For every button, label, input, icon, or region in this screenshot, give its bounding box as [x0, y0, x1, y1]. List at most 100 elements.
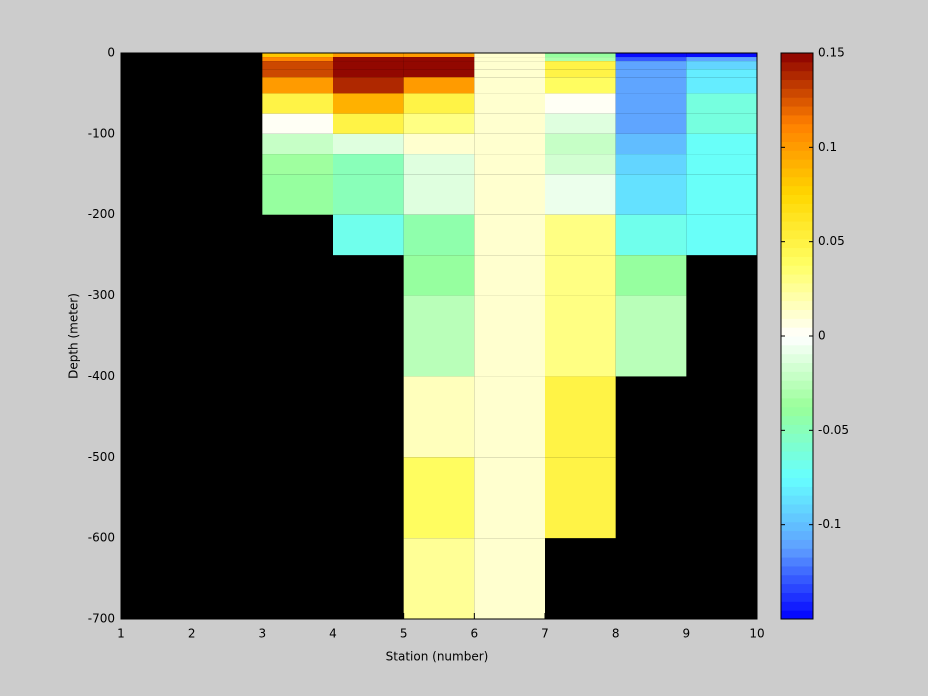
heatmap-cell: [474, 61, 545, 70]
colorbar-swatch: [781, 415, 813, 425]
colorbar-tick-label: 0.05: [818, 234, 845, 248]
plot-frame: [120, 52, 758, 620]
x-tick-label: 3: [259, 627, 267, 641]
colorbar-swatch: [781, 565, 813, 576]
x-tick-label: 8: [612, 627, 620, 641]
colorbar-swatch: [781, 530, 813, 540]
heatmap-cell: [615, 69, 687, 78]
colorbar-swatch: [781, 61, 813, 72]
colorbar-swatch: [781, 150, 813, 160]
colorbar-swatch: [781, 291, 813, 302]
colorbar-swatch: [781, 512, 813, 523]
heatmap-cell: [615, 77, 687, 94]
heatmap-cell: [615, 214, 687, 256]
heatmap-cell: [262, 53, 333, 58]
heatmap-cell: [615, 113, 687, 134]
heatmap-cell: [615, 295, 687, 377]
colorbar-swatch: [781, 97, 813, 107]
heatmap-cell: [686, 69, 757, 78]
heatmap-cell: [686, 93, 757, 114]
heatmap-cell: [545, 53, 616, 58]
heatmap-cell: [403, 77, 475, 94]
heatmap-cell: [686, 53, 757, 58]
colorbar-swatch: [781, 539, 813, 549]
colorbar-swatch: [781, 176, 813, 187]
heatmap-cell: [615, 174, 687, 215]
heatmap-cell: [333, 61, 404, 70]
colorbar-swatch: [781, 300, 813, 310]
x-tick-label: 9: [683, 627, 691, 641]
heatmap-cell: [403, 255, 475, 296]
heatmap-cell: [474, 457, 545, 539]
colorbar-swatch: [781, 583, 813, 593]
colorbar-swatch: [781, 114, 813, 125]
heatmap-cell: [545, 133, 616, 155]
heatmap-cell: [474, 376, 545, 458]
colorbar-swatch: [781, 574, 813, 585]
heatmap-cell: [545, 255, 616, 296]
colorbar-tick-label: -0.05: [818, 423, 849, 437]
heatmap-cell: [545, 457, 616, 539]
colorbar-swatch: [781, 495, 813, 505]
heatmap-cell: [615, 53, 687, 58]
colorbar-swatch: [781, 70, 813, 81]
heatmap-cell: [262, 154, 333, 175]
heatmap-cell: [474, 69, 545, 78]
heatmap-cell: [403, 295, 475, 377]
colorbar-swatch: [781, 521, 813, 532]
heatmap-cell: [262, 61, 333, 70]
heatmap-cell: [333, 57, 404, 62]
heatmap-cell: [262, 113, 333, 134]
heatmap-cell: [545, 77, 616, 94]
heatmap-cell: [403, 376, 475, 458]
x-tick-label: 2: [188, 627, 196, 641]
colorbar-swatch: [781, 336, 813, 346]
heatmap-cell: [474, 255, 545, 296]
y-tick-label: -500: [88, 450, 115, 464]
heatmap-cell: [686, 133, 757, 155]
heatmap-cell: [474, 538, 545, 619]
heatmap-cell: [474, 113, 545, 134]
colorbar-swatch: [781, 167, 813, 178]
colorbar-swatch: [781, 282, 813, 293]
heatmap-cell: [262, 174, 333, 215]
y-axis-label: Depth (meter): [67, 293, 81, 379]
colorbar-swatch: [781, 238, 813, 249]
heatmap-cell: [262, 77, 333, 94]
colorbar-swatch: [781, 486, 813, 496]
colorbar-swatch: [781, 442, 813, 452]
heatmap-cell: [474, 53, 545, 58]
heatmap-cell: [474, 57, 545, 62]
heatmap-cell: [262, 69, 333, 78]
heatmap-cell: [545, 376, 616, 458]
heatmap-cell: [474, 295, 545, 377]
colorbar-swatch: [781, 459, 813, 470]
heatmap-cell: [262, 93, 333, 114]
x-tick-label: 4: [329, 627, 337, 641]
colorbar-swatch: [781, 389, 813, 399]
heatmap-cell: [333, 214, 404, 256]
colorbar-swatch: [781, 601, 813, 611]
heatmap-cell: [615, 133, 687, 155]
colorbar-swatch: [781, 318, 813, 328]
colorbar-swatch: [781, 406, 813, 417]
heatmap-cell: [686, 77, 757, 94]
colorbar-swatch: [781, 344, 813, 355]
colorbar-swatch: [781, 309, 813, 319]
y-tick-label: 0: [107, 46, 115, 60]
colorbar-swatch: [781, 274, 813, 284]
colorbar-swatch: [781, 123, 813, 134]
heatmap-cell: [403, 133, 475, 155]
colorbar-swatch: [781, 380, 813, 390]
y-tick-label: -100: [88, 126, 115, 140]
colorbar-swatch: [781, 557, 813, 567]
colorbar-swatch: [781, 450, 813, 461]
heatmap-cell: [403, 53, 475, 58]
heatmap-cell: [545, 295, 616, 377]
colorbar-swatch: [781, 247, 813, 257]
heatmap-cell: [615, 57, 687, 62]
colorbar-swatch: [781, 433, 813, 443]
heatmap-cell: [686, 57, 757, 62]
heatmap-cell: [686, 174, 757, 215]
